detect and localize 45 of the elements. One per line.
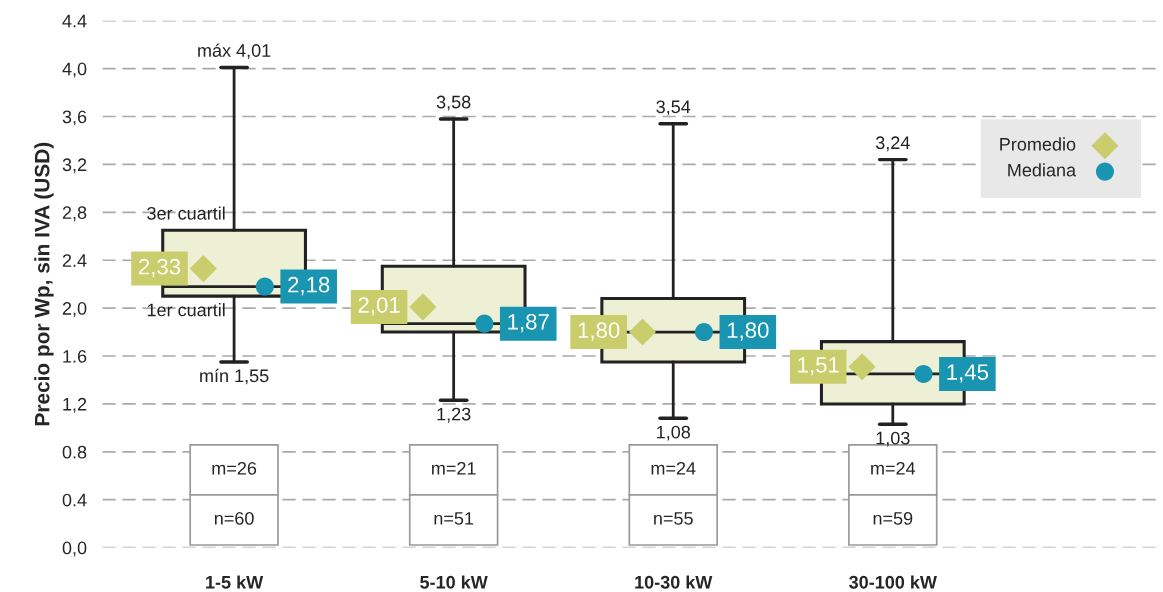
annotation: 1er cuartil xyxy=(147,303,225,317)
data-label: 2,01 xyxy=(358,297,400,316)
legend-label: Mediana xyxy=(1008,163,1077,177)
data-label: 2,18 xyxy=(288,276,330,296)
annotation: 1,03 xyxy=(876,431,910,447)
y-tick-label: 2.4 xyxy=(62,254,87,267)
y-tick-label: 1.6 xyxy=(63,349,87,363)
y-tick-label: 4,0 xyxy=(62,62,87,78)
y-tick-label: 0.8 xyxy=(62,445,87,459)
x-tick-label: 30-100 kW xyxy=(849,575,937,589)
data-label: 1,80 xyxy=(727,322,769,341)
data-label: 1,80 xyxy=(578,322,620,341)
annotation: máx 4,01 xyxy=(198,43,271,60)
y-tick-label: 3,2 xyxy=(62,158,87,174)
annotation: n=60 xyxy=(214,512,254,525)
data-label: 2,33 xyxy=(139,258,181,278)
annotation: 3,54 xyxy=(656,100,691,116)
annotation: n=59 xyxy=(873,512,913,525)
data-label: 1,45 xyxy=(947,364,989,383)
y-axis-title: Precio por Wp, sin IVA (USD) xyxy=(34,142,54,426)
annotation: 3er cuartil xyxy=(147,206,225,220)
y-tick-label: 3,6 xyxy=(62,110,87,126)
data-label: 1,87 xyxy=(508,313,549,333)
y-tick-label: 4.4 xyxy=(62,14,87,28)
data-label: 1,51 xyxy=(798,357,839,376)
annotation: m=26 xyxy=(212,461,257,475)
y-tick-label: 2,8 xyxy=(62,206,87,222)
x-tick-label: 5-10 kW xyxy=(420,575,488,589)
legend-label: Promedio xyxy=(1000,137,1076,151)
y-tick-label: 0.4 xyxy=(62,493,87,507)
annotation: m=21 xyxy=(432,461,476,475)
y-tick-label: 0,0 xyxy=(62,541,87,557)
y-tick-label: 2,0 xyxy=(62,302,87,317)
annotation: 3,24 xyxy=(875,136,910,152)
annotation: 1,23 xyxy=(437,407,471,423)
annotation: mín 1,55 xyxy=(200,368,269,385)
y-tick-label: 1,2 xyxy=(63,397,87,413)
x-tick-label: 1-5 kW xyxy=(206,575,264,589)
annotation: n=55 xyxy=(654,512,693,525)
annotation: m=24 xyxy=(871,461,916,475)
annotation: m=24 xyxy=(651,461,696,475)
annotation: 3,58 xyxy=(436,95,471,111)
x-tick-label: 10-30 kW xyxy=(635,575,713,589)
annotation: 1,08 xyxy=(657,425,691,441)
annotation: n=51 xyxy=(434,512,474,525)
